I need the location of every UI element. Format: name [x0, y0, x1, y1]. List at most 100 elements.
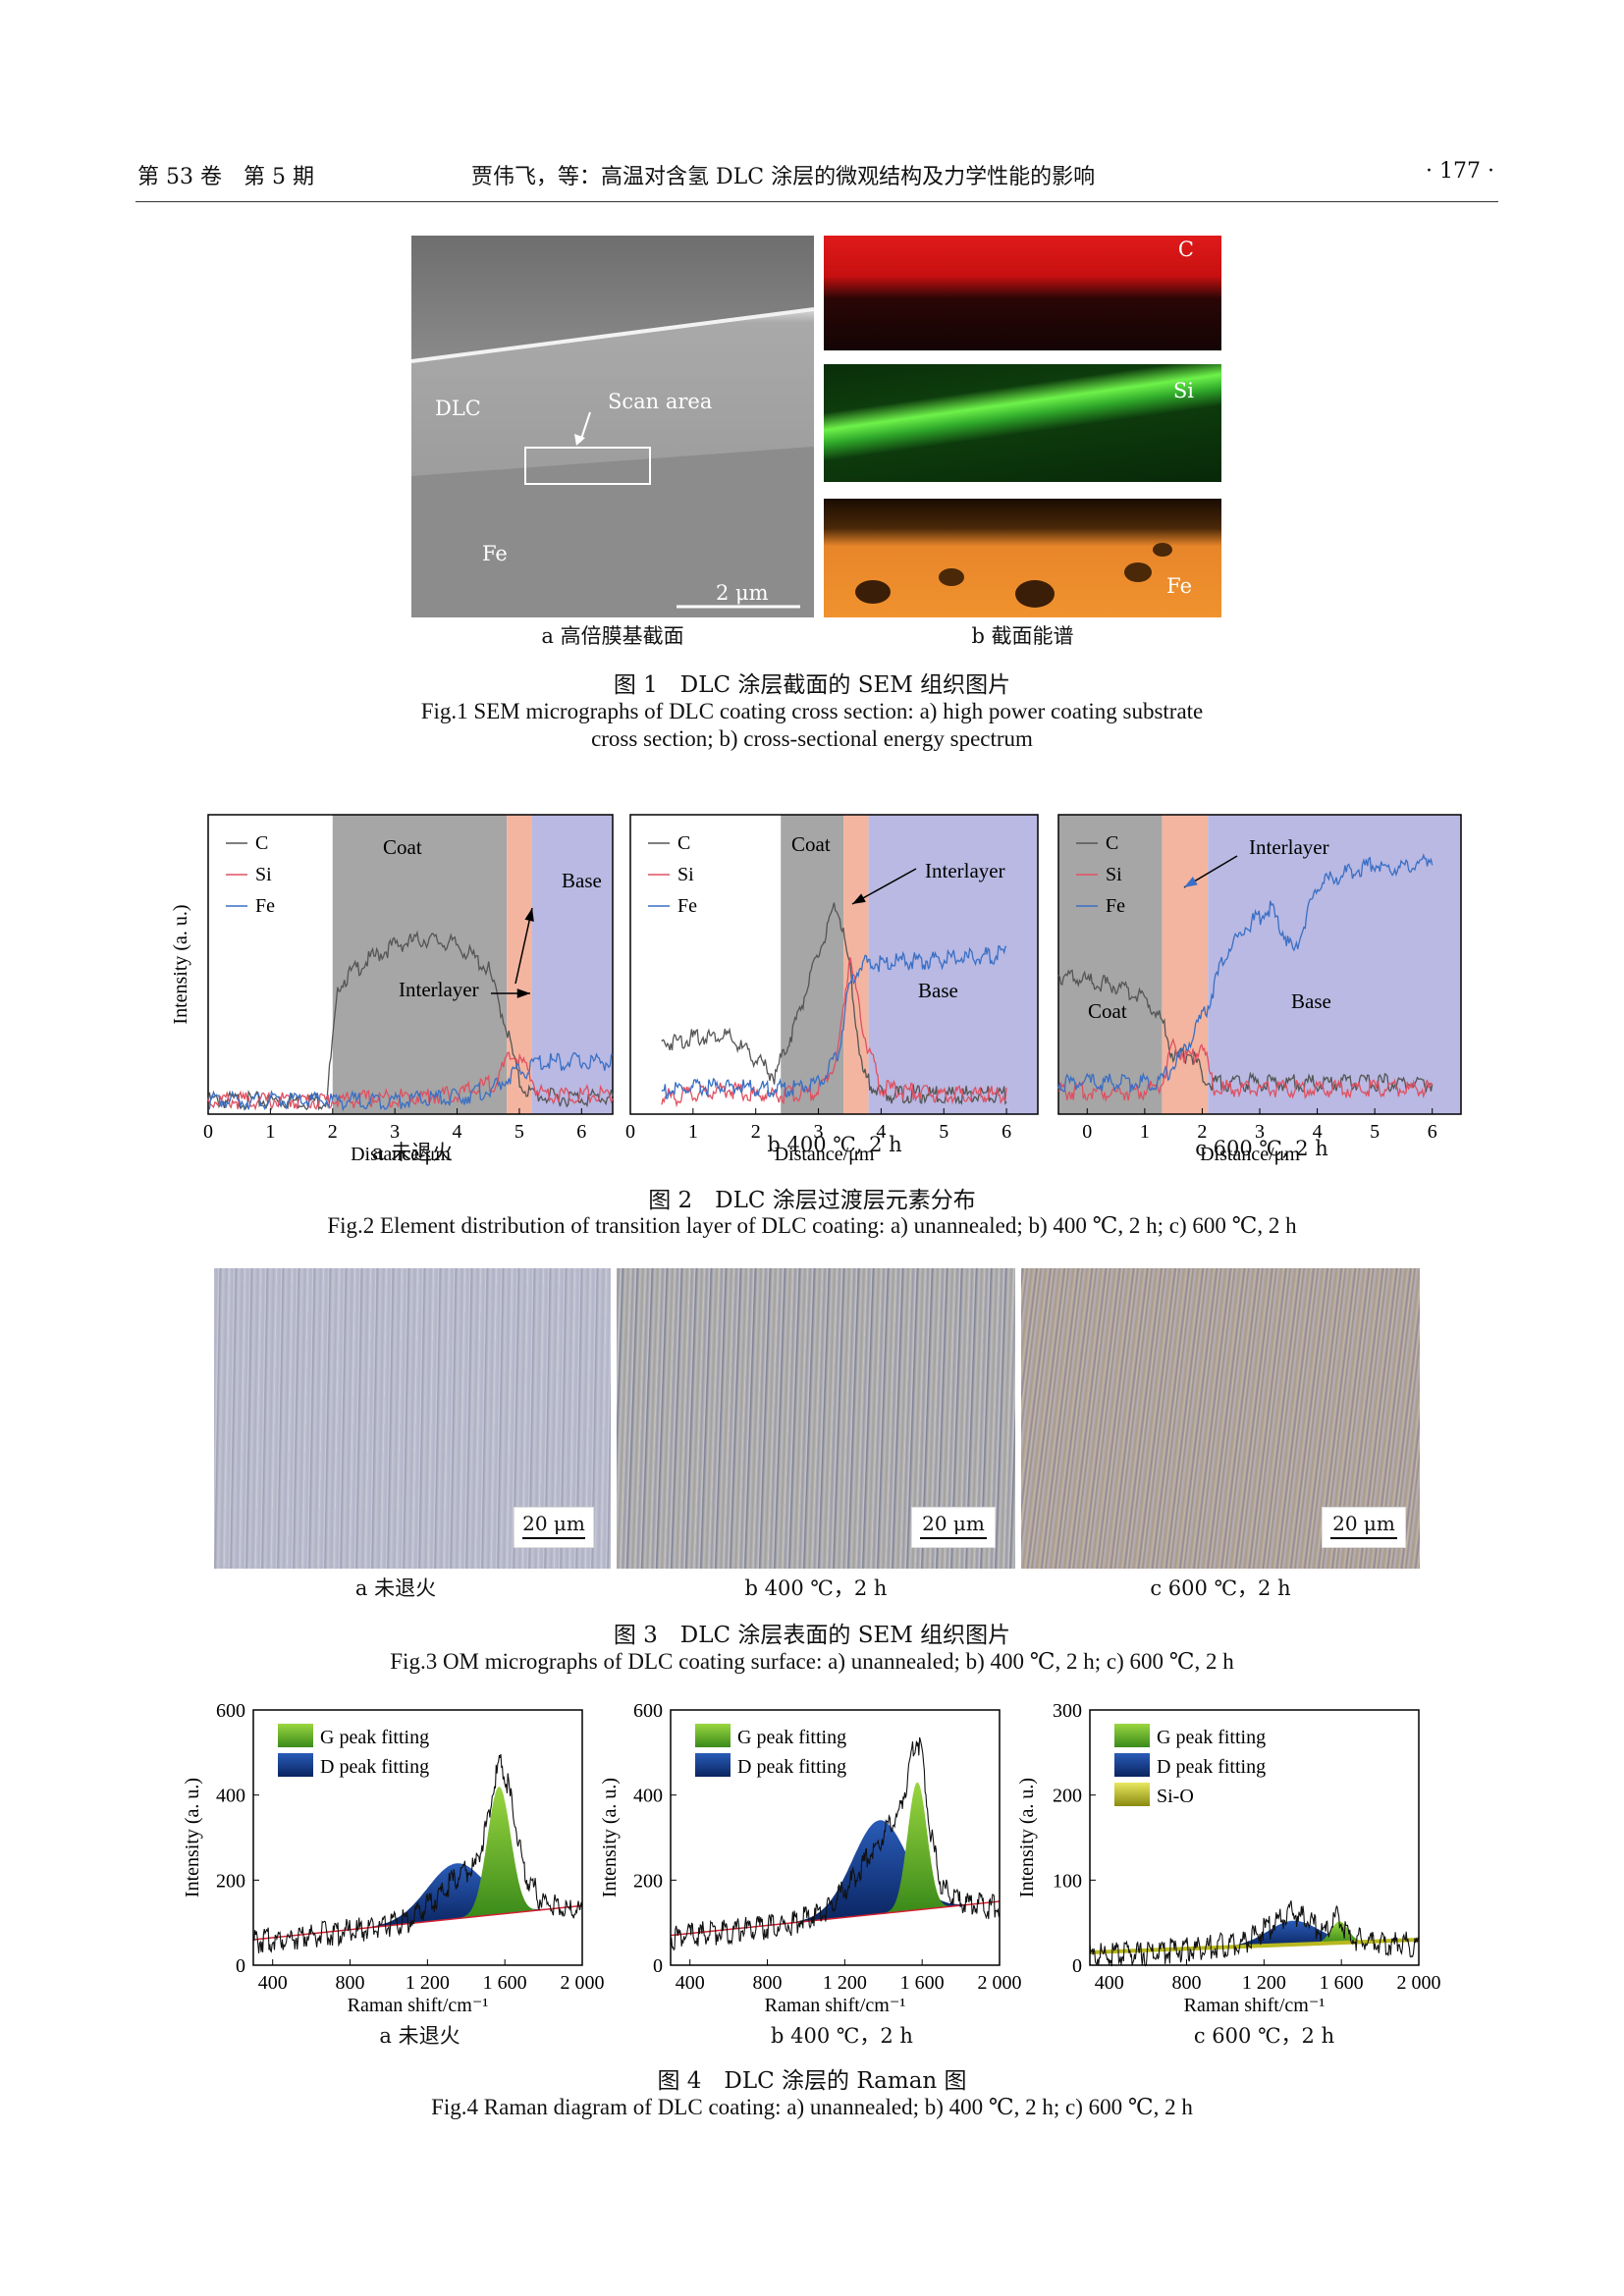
- fig2-sub-a: a 未退火: [371, 1141, 454, 1164]
- fig2-xtick-label: 6: [1428, 1121, 1437, 1143]
- fig2-xtick-label: 0: [1082, 1121, 1092, 1143]
- fig2-xtick-label: 1: [1140, 1121, 1150, 1143]
- fig2-xtick-label: 3: [1255, 1121, 1265, 1143]
- fig2-region-label-base: Base: [562, 869, 602, 892]
- fig2-region-base: [868, 815, 1038, 1114]
- fig3-caption-en: Fig.3 OM micrographs of DLC coating surf…: [390, 1649, 1234, 1674]
- fig4-xtick-label: 1 200: [1242, 1972, 1286, 1994]
- fig2-chart-b: 0 1 2 3 4 5 6 Distance/μm C Si Fe Coat Interlayer Bas…: [625, 814, 1039, 1165]
- fig2-plot-frame: [207, 814, 614, 1115]
- sem-scale-label: 2 μm: [716, 581, 769, 605]
- eds-label-si: Si: [1172, 379, 1194, 402]
- fig4-ytick-label: 200: [216, 1870, 245, 1892]
- fig2-xtick-label: 3: [814, 1121, 824, 1143]
- om-image-400c: 20 μm: [617, 1268, 1015, 1569]
- fig2-region-label-coat: Coat: [791, 832, 831, 856]
- fig4-legend-swatch: [695, 1753, 731, 1777]
- fig4-legend-swatch: [695, 1724, 731, 1747]
- fig3-sub-a: a 未退火: [354, 1576, 437, 1600]
- fig4-chart-a: 400 800 1 200 1 600 2 000 0 200 400 600 Raman shi…: [182, 1700, 605, 2016]
- fig4-legend-sio: Si-O: [1157, 1786, 1194, 1807]
- fig4-xtick-label: 400: [258, 1972, 288, 1994]
- eds-label-fe: Fe: [1166, 574, 1192, 598]
- fig4-caption-en: Fig.4 Raman diagram of DLC coating: a) u…: [431, 2095, 1193, 2119]
- fig4-xlabel: Raman shift/cm⁻¹: [765, 1995, 906, 2016]
- fig4-xtick-label: 800: [753, 1972, 783, 1994]
- fig3-caption-cn: 图 3 DLC 涂层表面的 SEM 组织图片: [613, 1623, 1011, 1648]
- fig2-series-fe: [1057, 853, 1434, 1093]
- fig4-legend-swatch: [1114, 1753, 1150, 1777]
- fig2-xtick-label: 0: [625, 1121, 635, 1143]
- fig2-xtick-label: 1: [265, 1121, 275, 1143]
- fig2-xtick-label: 2: [1197, 1121, 1207, 1143]
- sem-label-dlc: DLC: [435, 397, 481, 420]
- om-scalebox-a: 20 μm: [514, 1507, 594, 1548]
- fig4-legend-swatch: [278, 1724, 313, 1747]
- fig4-legend-swatch: [278, 1753, 313, 1777]
- eds-silicon-map: Si: [824, 364, 1221, 482]
- fig2-xlabel: Distance/μm: [351, 1144, 451, 1165]
- fig4-ytick-label: 0: [236, 1955, 245, 1977]
- fig4-legend-swatch: [1114, 1783, 1150, 1806]
- fig4-ytick-label: 400: [216, 1786, 245, 1807]
- fig4-xtick-label: 1 200: [823, 1972, 867, 1994]
- fig2-sub-b: b 400 ℃, 2 h: [767, 1133, 902, 1156]
- fig3-sub-c: c 600 ℃，2 h: [1150, 1576, 1291, 1600]
- eds-iron-map: Fe: [824, 499, 1221, 617]
- fig4-xtick-label: 400: [676, 1972, 705, 1994]
- fig2-xtick-label: 1: [688, 1121, 698, 1143]
- fig2-ylabel: Intensity (a. u.): [170, 904, 191, 1024]
- fig4-ytick-label: 0: [1072, 1955, 1082, 1977]
- fig4-baseline: [670, 1900, 1001, 1937]
- fig2-series-si: [1057, 1038, 1434, 1102]
- fig4-chart-c: 400 800 1 200 1 600 2 000 0 100 200 300 Raman shi…: [1016, 1700, 1441, 2016]
- fig2-region-label-interlayer: Interlayer: [925, 859, 1005, 882]
- fig4-raw-spectrum: [252, 1753, 583, 1953]
- fig4-ytick-label: 200: [1053, 1786, 1082, 1807]
- fig4-plot-frame: [1089, 1709, 1420, 1966]
- fig2-region-label-base: Base: [1291, 989, 1331, 1013]
- fig2-xtick-label: 6: [1001, 1121, 1011, 1143]
- fig4-ytick-label: 100: [1053, 1870, 1082, 1892]
- fig2-chart-c: 0 1 2 3 4 5 6 Distance/μm C Si Fe Interlayer Coat Bas…: [1057, 814, 1462, 1165]
- fig2-xtick-label: 2: [328, 1121, 338, 1143]
- fig2-xtick-label: 4: [1313, 1121, 1323, 1143]
- fig2-legend-c: C: [255, 832, 268, 854]
- fig4-legend-swatch: [1114, 1724, 1150, 1747]
- fig2-xtick-label: 6: [576, 1121, 586, 1143]
- fig4-g-peak: [1311, 1921, 1368, 1945]
- om-scale-label-b: 20 μm: [922, 1512, 985, 1535]
- fig4-legend-g: G peak fitting: [320, 1727, 429, 1748]
- fig4-xlabel: Raman shift/cm⁻¹: [1184, 1995, 1326, 2016]
- fig2-region-label-coat: Coat: [383, 835, 422, 859]
- fig4-xtick-label: 800: [336, 1972, 365, 1994]
- fig4-xtick-label: 2 000: [561, 1972, 605, 1994]
- fig4-ytick-label: 300: [1053, 1700, 1082, 1722]
- fig4-xtick-label: 1 200: [406, 1972, 450, 1994]
- fig2-region-label-interlayer: Interlayer: [399, 978, 479, 1001]
- fig4-chart-b: 400 800 1 200 1 600 2 000 0 200 400 600 Raman shi…: [599, 1700, 1022, 2016]
- fig2-annotation-arrowhead: [516, 988, 530, 998]
- fig2-series-fe: [661, 945, 1007, 1099]
- fig2-region-coat: [1058, 815, 1163, 1114]
- fig2-region-base: [531, 815, 613, 1114]
- fig2-caption-en: Fig.2 Element distribution of transition…: [327, 1213, 1297, 1238]
- om-image-600c: 20 μm: [1021, 1268, 1420, 1569]
- fig1-sub-b: b 截面能谱: [971, 624, 1074, 648]
- fig4-plot-frame: [252, 1709, 583, 1966]
- fig2-region-label-base: Base: [918, 979, 958, 1002]
- fig1-sub-a: a 高倍膜基截面: [541, 624, 684, 648]
- om-scalebox-b: 20 μm: [911, 1507, 996, 1548]
- fig4-caption-cn: 图 4 DLC 涂层的 Raman 图: [657, 2068, 967, 2094]
- fig4-ytick-label: 200: [633, 1870, 663, 1892]
- fig2-legend-fe: Fe: [677, 895, 697, 917]
- fig2-legend-si: Si: [255, 864, 272, 885]
- fig2-series-fe: [207, 1051, 614, 1112]
- fig2-series-c: [207, 930, 614, 1111]
- fig4-baseline: [1089, 1938, 1420, 1954]
- fig4-g-peak: [886, 1782, 948, 1913]
- fig4-ytick-label: 0: [653, 1955, 663, 1977]
- fig4-xlabel: Raman shift/cm⁻¹: [348, 1995, 489, 2016]
- sem-label-scan-area: Scan area: [608, 390, 713, 413]
- fig2-legend-fe: Fe: [255, 895, 275, 917]
